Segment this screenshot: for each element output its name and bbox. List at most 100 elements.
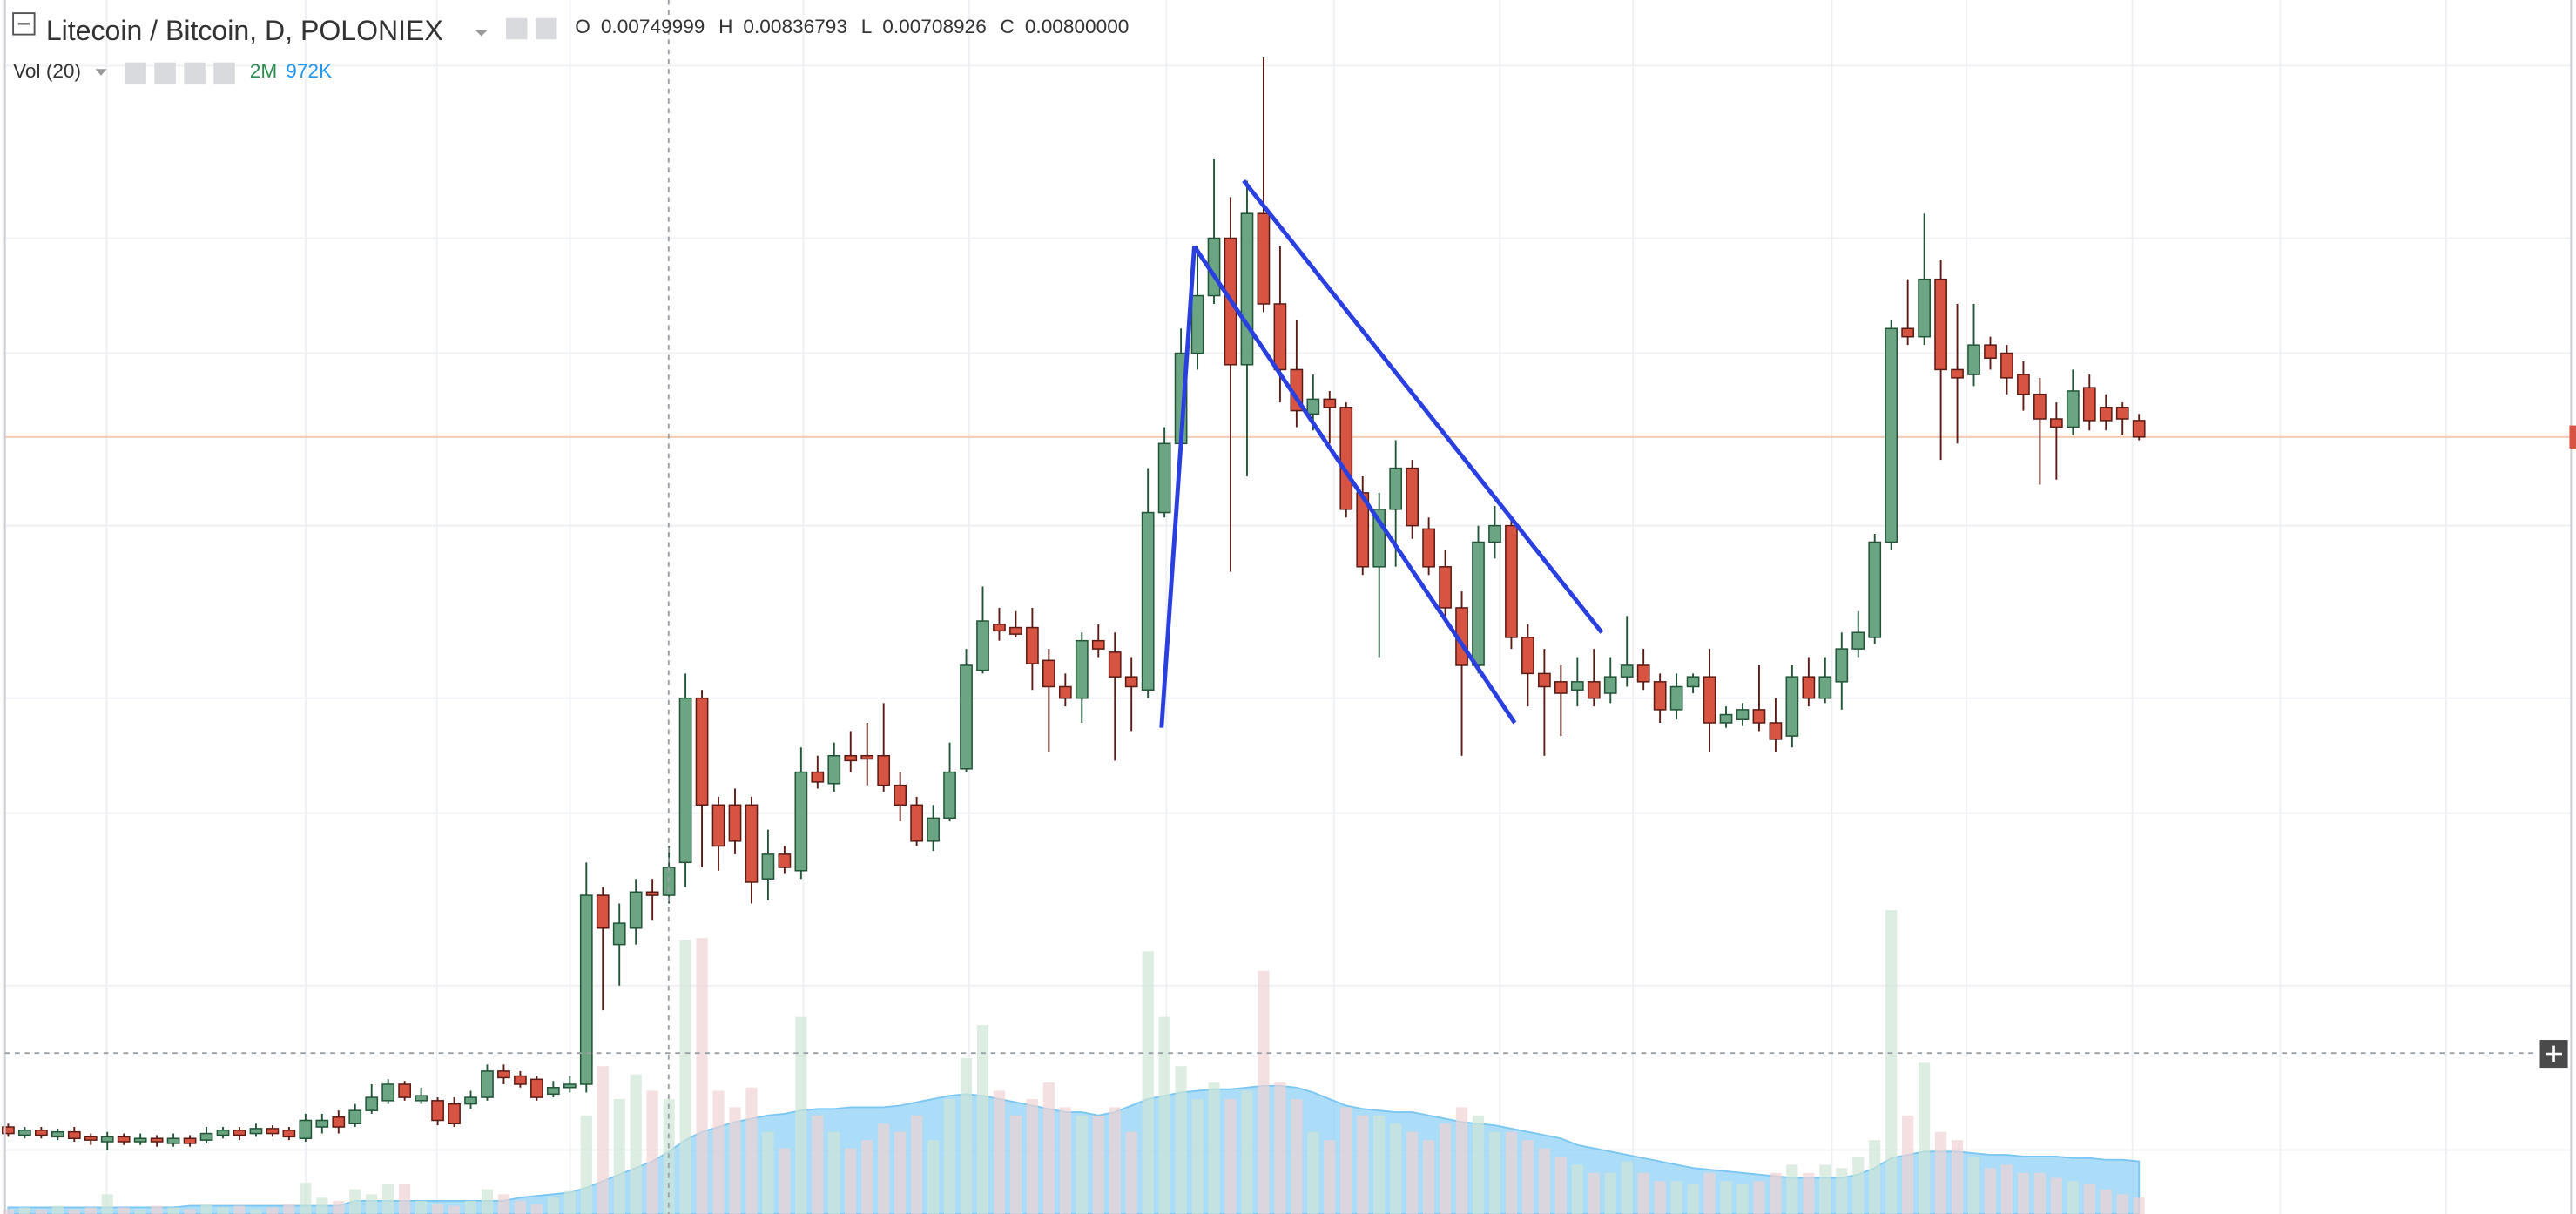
dropdown-caret[interactable] — [95, 69, 107, 76]
volume-bar — [1009, 1115, 1022, 1214]
candle-body — [1918, 278, 1931, 338]
collapse-toggle[interactable] — [12, 12, 36, 36]
candle-body — [1108, 651, 1122, 678]
remove-icon[interactable] — [213, 62, 235, 84]
symbol-title: Litecoin / Bitcoin, D, POLONIEX — [46, 15, 443, 46]
candle-body — [1273, 303, 1287, 371]
volume-bar — [1588, 1172, 1600, 1214]
candle-body — [1488, 524, 1501, 543]
candle-body — [1802, 676, 1816, 699]
volume-bar — [1554, 1156, 1567, 1214]
volume-bar — [134, 1209, 146, 1214]
candle-body — [1835, 648, 1849, 683]
volume-bar — [382, 1184, 394, 1214]
candle-body — [1984, 344, 1997, 359]
volume-bar — [1423, 1140, 1435, 1214]
volume-bar — [68, 1209, 80, 1214]
volume-bar — [1869, 1140, 1881, 1214]
volume-bar — [1505, 1131, 1518, 1214]
volume-bar — [563, 1190, 576, 1214]
candle-body — [398, 1083, 412, 1098]
candle-body — [150, 1137, 164, 1143]
volume-bar — [1919, 1062, 1931, 1214]
candle-body — [35, 1130, 48, 1136]
volume-bar — [894, 1131, 907, 1214]
volume-bar — [1357, 1115, 1369, 1214]
trendline[interactable] — [1192, 245, 1517, 725]
candle-body — [612, 922, 626, 946]
volume-bar — [300, 1183, 312, 1214]
ohlc-legend: O 0.00749999 H 0.00836793 L 0.00708926 C… — [575, 16, 1129, 37]
volume-bar — [1902, 1115, 1914, 1214]
legend-value: 0.00836793 — [743, 16, 847, 37]
volume-bar — [118, 1207, 130, 1214]
volume-bar — [597, 1066, 609, 1214]
trendline[interactable] — [1159, 246, 1197, 728]
volume-bar — [795, 1016, 807, 1214]
volume-bar — [1241, 1090, 1253, 1214]
legend-label: C — [1001, 16, 1015, 37]
volume-value: 2M — [250, 60, 277, 82]
add-icon[interactable] — [184, 62, 206, 84]
volume-bar — [1571, 1164, 1583, 1214]
candle-body — [960, 664, 973, 770]
eye-icon[interactable] — [506, 17, 528, 40]
settings-icon[interactable] — [154, 62, 176, 84]
volume-bar — [2100, 1189, 2112, 1214]
volume-bar — [1258, 970, 1270, 1214]
candle-body — [514, 1075, 527, 1085]
volume-bar — [1224, 1098, 1237, 1214]
volume-bar — [1059, 1107, 1071, 1214]
candle-body — [1422, 528, 1435, 568]
legend-value: 0.00749999 — [601, 16, 705, 37]
eye-icon[interactable] — [125, 62, 146, 84]
add-icon — [2546, 1045, 2562, 1062]
candle-body — [2066, 390, 2080, 428]
volume-bar — [729, 1107, 741, 1214]
volume-bar — [1324, 1140, 1336, 1214]
legend-value: 0.00708926 — [882, 16, 987, 37]
volume-bar — [1967, 1156, 1980, 1214]
volume-bar — [200, 1204, 212, 1214]
candle-body — [18, 1130, 31, 1136]
candle-body — [1521, 637, 1534, 675]
candle-body — [216, 1130, 230, 1136]
dropdown-caret[interactable] — [475, 29, 489, 37]
candle-body — [1141, 511, 1155, 691]
candle-body — [448, 1103, 461, 1125]
volume-bar — [1175, 1066, 1187, 1214]
trendline[interactable] — [1242, 179, 1604, 634]
candle-body — [1505, 524, 1518, 638]
candle-body — [1554, 681, 1568, 694]
candle-body — [166, 1137, 180, 1144]
candle-body — [2033, 393, 2047, 420]
candle-body — [579, 894, 593, 1085]
volume-bar — [1670, 1181, 1682, 1214]
volume-bar — [878, 1123, 890, 1214]
candle-body — [199, 1132, 213, 1141]
volume-bar — [911, 1115, 923, 1214]
volume-ma-value: 972K — [286, 60, 332, 82]
candle-body — [629, 891, 643, 929]
volume-bar — [233, 1205, 246, 1214]
volume-bar — [51, 1205, 64, 1214]
volume-bar — [828, 1131, 840, 1214]
volume-bar — [1472, 1115, 1485, 1214]
candle-body — [497, 1070, 510, 1079]
volume-bar — [1736, 1184, 1749, 1214]
volume-bar — [366, 1194, 378, 1214]
volume-bar — [861, 1140, 873, 1214]
volume-bar — [1291, 1098, 1303, 1214]
volume-bar — [976, 1025, 989, 1214]
candle-body — [1752, 709, 1766, 724]
candle-body — [51, 1130, 64, 1138]
volume-bar — [1208, 1082, 1220, 1214]
candle-body — [728, 804, 742, 842]
settings-icon[interactable] — [535, 17, 557, 40]
volume-bar — [2050, 1177, 2062, 1214]
volume-bar — [448, 1205, 461, 1214]
volume-bar — [35, 1209, 47, 1214]
volume-bar — [497, 1194, 510, 1214]
candle-body — [827, 754, 841, 785]
candle-body — [1636, 664, 1650, 683]
